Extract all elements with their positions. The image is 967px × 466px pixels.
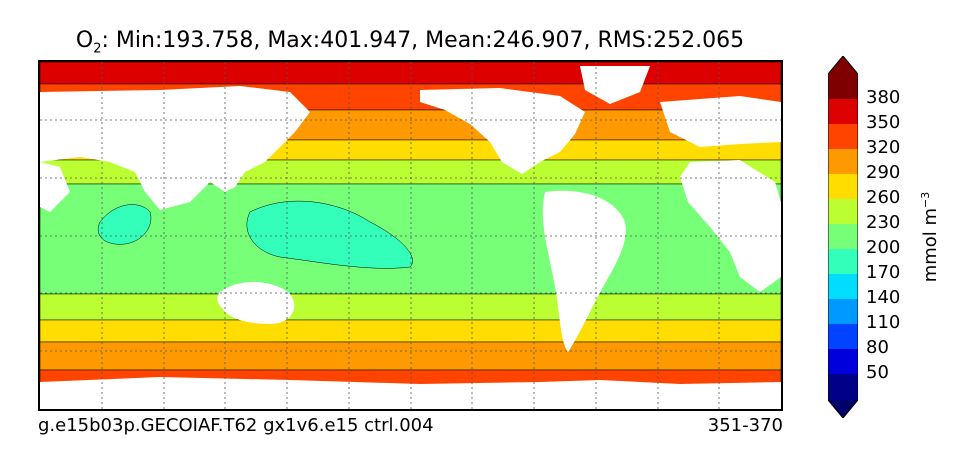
land-africa-west	[40, 162, 70, 212]
colorbar-tick-label: 200	[866, 237, 901, 258]
units-exponent: −3	[919, 191, 932, 208]
colorbar-segment	[828, 349, 858, 374]
band-south-sub	[40, 293, 781, 321]
colorbar-tick-label: 170	[866, 262, 901, 283]
band-tropics	[40, 183, 781, 295]
title-stats: : Min:193.758, Max:401.947, Mean:246.907…	[101, 28, 745, 53]
plot-title: O2: Min:193.758, Max:401.947, Mean:246.9…	[0, 28, 820, 56]
colorbar-tick-label: 230	[866, 212, 901, 233]
land-europe	[660, 96, 781, 147]
units-prefix: mmol m	[920, 207, 941, 283]
land-greenland	[580, 66, 650, 104]
land-australia	[217, 282, 295, 324]
colorbar-segment	[828, 74, 858, 99]
patch-west-pacific	[246, 200, 413, 269]
colorbar-tick-label: 110	[866, 312, 901, 333]
colorbar-segment	[828, 149, 858, 174]
patch-indian-ocean	[97, 204, 152, 245]
colorbar-tick-label: 380	[866, 87, 901, 108]
colorbar-segment	[828, 199, 858, 224]
colorbar-segment	[828, 99, 858, 124]
colorbar-segment	[828, 124, 858, 149]
colorbar	[828, 56, 858, 418]
band-arctic	[40, 62, 781, 85]
colorbar-bottom-arrow	[828, 400, 858, 418]
colorbar-segment	[828, 324, 858, 349]
colorbar-segment	[828, 174, 858, 199]
colorbar-tick-label: 50	[866, 362, 889, 383]
colorbar-segment	[828, 299, 858, 324]
map-canvas	[40, 62, 781, 409]
colorbar-units: mmol m−3	[919, 192, 941, 283]
colorbar-tick-label: 320	[866, 137, 901, 158]
colorbar-segment	[828, 224, 858, 249]
year-range: 351-370	[707, 415, 783, 436]
colorbar-tick-label: 350	[866, 112, 901, 133]
colorbar-tick-label: 140	[866, 287, 901, 308]
colorbar-segment	[828, 374, 858, 400]
colorbar-tick-label: 260	[866, 187, 901, 208]
land-antarctica	[40, 377, 781, 409]
land	[40, 66, 781, 409]
colorbar-segment	[828, 274, 858, 299]
land-north-america	[420, 88, 585, 174]
colorbar-top-arrow	[828, 56, 858, 74]
colorbar-segment	[828, 249, 858, 274]
land-asia-europe	[40, 86, 310, 210]
colorbar-tick-label: 80	[866, 337, 889, 358]
ocean-oxygen-map	[38, 60, 783, 411]
colorbar-tick-label: 290	[866, 162, 901, 183]
band-south-mid	[40, 319, 781, 343]
land-south-america	[542, 190, 626, 352]
case-name: g.e15b03p.GECOIAF.T62 gx1v6.e15 ctrl.004	[38, 415, 434, 436]
band-south-high	[40, 341, 781, 371]
title-subscript: 2	[93, 41, 102, 57]
title-variable: O	[75, 28, 94, 53]
graticule	[40, 62, 781, 409]
land-africa-east	[680, 160, 781, 292]
